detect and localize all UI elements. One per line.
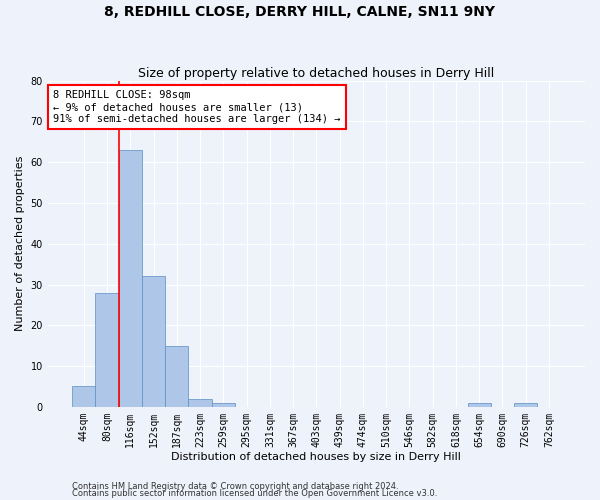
Y-axis label: Number of detached properties: Number of detached properties [15,156,25,332]
Text: 8, REDHILL CLOSE, DERRY HILL, CALNE, SN11 9NY: 8, REDHILL CLOSE, DERRY HILL, CALNE, SN1… [104,5,496,19]
Bar [188,398,212,407]
Bar [212,403,235,407]
Text: Contains HM Land Registry data © Crown copyright and database right 2024.: Contains HM Land Registry data © Crown c… [72,482,398,491]
Text: Contains public sector information licensed under the Open Government Licence v3: Contains public sector information licen… [72,490,437,498]
Bar [467,403,491,407]
Bar [165,346,188,407]
Text: 8 REDHILL CLOSE: 98sqm
← 9% of detached houses are smaller (13)
91% of semi-deta: 8 REDHILL CLOSE: 98sqm ← 9% of detached … [53,90,341,124]
Bar [72,386,95,407]
Bar [119,150,142,407]
X-axis label: Distribution of detached houses by size in Derry Hill: Distribution of detached houses by size … [172,452,461,462]
Bar [95,292,119,407]
Bar [142,276,165,407]
Title: Size of property relative to detached houses in Derry Hill: Size of property relative to detached ho… [138,66,494,80]
Bar [514,403,538,407]
